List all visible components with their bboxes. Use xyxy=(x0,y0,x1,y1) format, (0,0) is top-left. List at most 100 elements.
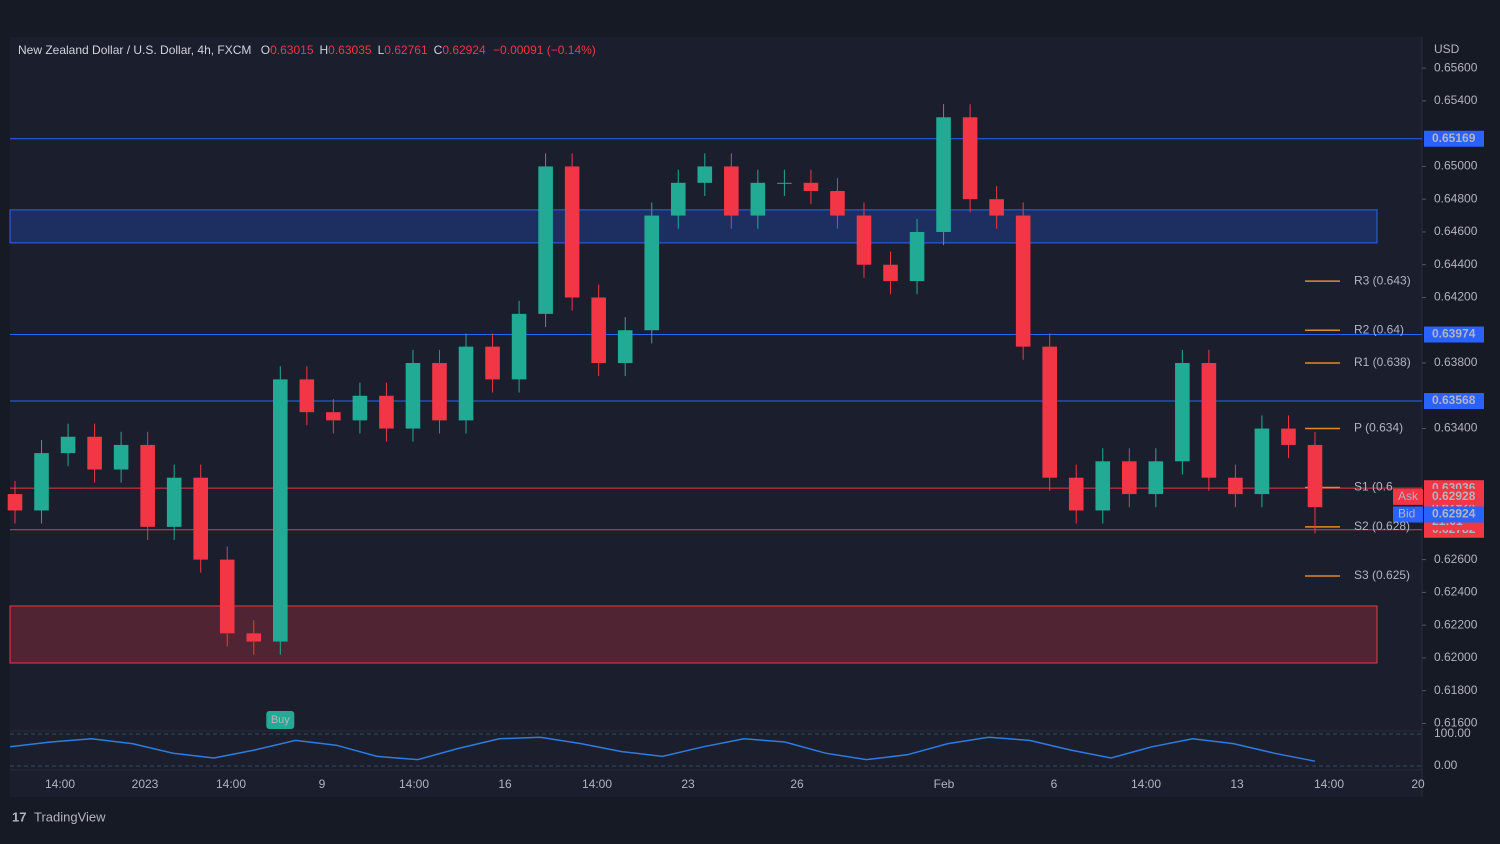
candle-body xyxy=(1201,363,1217,478)
x-tick-label: 14:00 xyxy=(582,777,612,791)
candle-body xyxy=(538,166,553,314)
candle-body xyxy=(777,182,792,184)
candle-body xyxy=(803,182,819,191)
y-tick-label: 0.61800 xyxy=(1434,683,1478,697)
x-tick-label: Feb xyxy=(934,777,955,791)
candle-body xyxy=(299,379,315,413)
pivot-label: P (0.634) xyxy=(1354,421,1403,435)
pivot-label: S2 (0.628) xyxy=(1354,519,1410,533)
symbol-title: New Zealand Dollar / U.S. Dollar, 4h, FX… xyxy=(18,43,251,57)
ohlc-value: 0.63035 xyxy=(328,43,372,57)
candle-body xyxy=(883,264,898,282)
y-tick-label: 0.62600 xyxy=(1434,552,1478,566)
ohlc-key: C xyxy=(434,43,443,57)
header: New Zealand Dollar / U.S. Dollar, 4h, FX… xyxy=(18,43,596,57)
candle-body xyxy=(485,346,500,380)
y-tick-label: 0.65400 xyxy=(1434,93,1478,107)
y-tick-label: 0.63800 xyxy=(1434,355,1478,369)
candle-body xyxy=(644,215,660,331)
candle-body xyxy=(113,444,129,470)
price-tag xyxy=(1424,326,1484,343)
candle-body xyxy=(511,313,527,380)
brand: TradingView xyxy=(34,809,106,824)
ohlc-key: L xyxy=(378,43,385,57)
candle-body xyxy=(856,215,872,265)
candle-body xyxy=(697,166,713,183)
quote-tag xyxy=(1393,488,1423,505)
candle-body xyxy=(166,477,182,527)
y-tick-label: 0.64800 xyxy=(1434,191,1478,205)
candle-body xyxy=(1175,363,1190,462)
price-tag xyxy=(1424,506,1484,523)
quote-tag xyxy=(1393,506,1423,523)
candle-body xyxy=(246,633,262,642)
pivot-label: R2 (0.64) xyxy=(1354,322,1404,336)
change: −0.00091 (−0.14%) xyxy=(493,43,596,57)
y-tick-label: 0.62000 xyxy=(1434,650,1478,664)
price-tag xyxy=(1424,130,1484,147)
candle-body xyxy=(750,182,766,216)
pivot-label: R1 (0.638) xyxy=(1354,355,1411,369)
y-tick-label: 0.64600 xyxy=(1434,224,1478,238)
candle-body xyxy=(617,330,633,364)
y-tick-label: 0.61600 xyxy=(1434,716,1478,730)
ohlc-value: 0.63015 xyxy=(270,43,314,57)
y-tick-label: 0.65000 xyxy=(1434,159,1478,173)
x-tick-label: 9 xyxy=(319,777,326,791)
x-tick-label: 14:00 xyxy=(216,777,246,791)
pivot-label: R3 (0.643) xyxy=(1354,273,1411,287)
y-tick-label: 0.64200 xyxy=(1434,290,1478,304)
price-tag-label: 0.62924 xyxy=(1432,507,1476,521)
oscillator-line xyxy=(9,736,1316,762)
currency: USD xyxy=(1434,42,1460,56)
candle-body xyxy=(193,477,209,560)
candle-body xyxy=(219,559,235,634)
x-tick-label: 6 xyxy=(1051,777,1058,791)
y-tick-label: 0.62400 xyxy=(1434,585,1478,599)
price-tag-label: 0.63974 xyxy=(1432,327,1476,341)
candle-body xyxy=(432,363,447,421)
candle-body xyxy=(458,346,474,421)
ohlc-value: 0.62924 xyxy=(442,43,486,57)
candle-body xyxy=(60,436,76,454)
zone xyxy=(9,605,1378,664)
candle-body xyxy=(989,199,1004,216)
candle-body xyxy=(1042,346,1057,478)
candle-body xyxy=(1228,477,1243,495)
candle-body xyxy=(830,191,845,216)
candle-body xyxy=(34,453,49,511)
y-tick-label: 0.63400 xyxy=(1434,421,1478,435)
osc-tick-label: 0.00 xyxy=(1434,758,1458,772)
candle-body xyxy=(1307,444,1323,508)
y-tick-label: 0.62200 xyxy=(1434,617,1478,631)
x-tick-label: 26 xyxy=(790,777,804,791)
y-tick-label: 0.64400 xyxy=(1434,257,1478,271)
quote-tag-label: Ask xyxy=(1398,489,1419,503)
candle-body xyxy=(1121,461,1137,495)
x-tick-label: 20 xyxy=(1411,777,1425,791)
candle-body xyxy=(7,494,23,511)
x-tick-label: 13 xyxy=(1230,777,1244,791)
x-tick-label: 14:00 xyxy=(399,777,429,791)
x-tick-label: 2023 xyxy=(132,777,159,791)
brand-logo: 17 xyxy=(12,809,26,824)
candle-body xyxy=(670,182,686,216)
candle-body xyxy=(326,412,341,421)
price-tag-label: 0.63568 xyxy=(1432,393,1476,407)
candle-body xyxy=(273,379,288,642)
x-tick-label: 16 xyxy=(498,777,512,791)
price-tag xyxy=(1424,488,1484,505)
x-tick-label: 14:00 xyxy=(1131,777,1161,791)
candle-body xyxy=(1015,215,1031,347)
candle-body xyxy=(936,117,951,232)
zone xyxy=(9,209,1378,244)
osc-tick-label: 100.00 xyxy=(1434,726,1471,740)
candle-body xyxy=(962,117,978,200)
candle-body xyxy=(1068,477,1084,511)
pivot-label: S3 (0.625) xyxy=(1354,568,1410,582)
candle-body xyxy=(724,166,739,216)
signal-box xyxy=(266,711,295,729)
candle-body xyxy=(352,395,368,421)
candle-body xyxy=(140,444,155,527)
